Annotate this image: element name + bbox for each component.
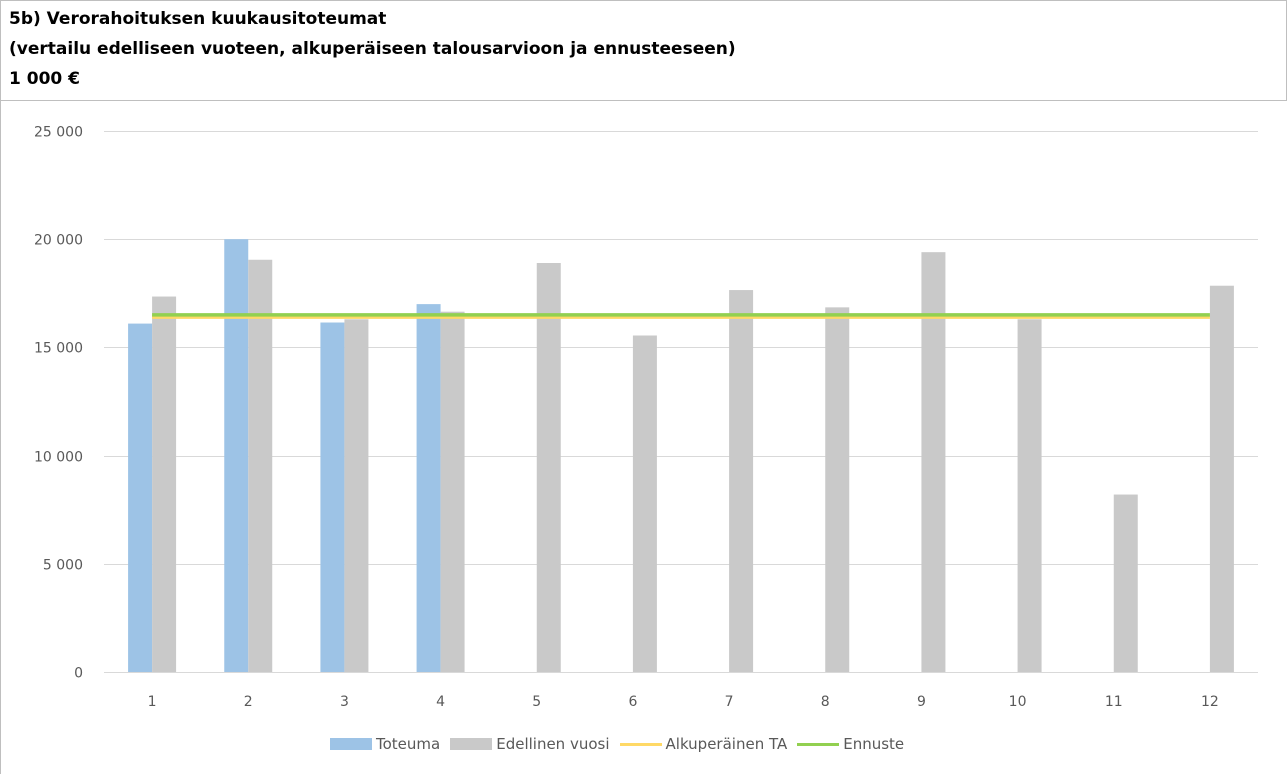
y-tick-label: 25 000	[34, 125, 83, 141]
legend-label-edellinen-vuosi: Edellinen vuosi	[496, 735, 610, 753]
legend-swatch-ennuste	[797, 742, 840, 746]
x-tick-label: 10	[1009, 694, 1027, 710]
x-tick-label: 2	[244, 694, 253, 710]
bar-edellinen-vuosi	[536, 263, 561, 672]
bar-edellinen-vuosi	[825, 307, 850, 672]
y-tick-label: 20 000	[34, 233, 83, 249]
bar-toteuma	[320, 322, 345, 672]
chart-area	[0, 100, 1287, 774]
chart-legend: Toteuma Edellinen vuosi Alkuperäinen TA …	[330, 733, 914, 755]
y-tick-label: 5 000	[43, 558, 83, 574]
x-tick-label: 1	[148, 694, 157, 710]
bar-edellinen-vuosi	[632, 335, 657, 672]
legend-swatch-edellinen-vuosi	[450, 738, 493, 750]
x-tick-label: 3	[340, 694, 349, 710]
bar-toteuma	[416, 304, 441, 672]
bar-toteuma	[128, 323, 153, 672]
y-tick-label: 10 000	[34, 450, 83, 466]
x-tick-label: 11	[1105, 694, 1123, 710]
legend-item-toteuma: Toteuma	[330, 735, 440, 753]
chart-title-line-2: (vertailu edelliseen vuoteen, alkuperäis…	[9, 39, 736, 59]
legend-item-alkuperainen-ta: Alkuperäinen TA	[619, 735, 788, 753]
bar-edellinen-vuosi	[152, 296, 177, 672]
x-tick-label: 5	[532, 694, 541, 710]
bar-edellinen-vuosi	[344, 319, 369, 672]
chart-title-line-1: 5b) Verorahoituksen kuukausitoteumat	[9, 9, 387, 29]
bar-edellinen-vuosi	[1113, 494, 1138, 672]
bar-edellinen-vuosi	[921, 252, 946, 672]
legend-label-alkuperainen-ta: Alkuperäinen TA	[665, 735, 788, 753]
bar-edellinen-vuosi	[1209, 285, 1234, 672]
chart-header: 5b) Verorahoituksen kuukausitoteumat (ve…	[0, 0, 1287, 100]
y-tick-label: 0	[74, 666, 83, 682]
bar-edellinen-vuosi	[729, 290, 754, 672]
x-tick-label: 8	[821, 694, 830, 710]
x-tick-label: 4	[436, 694, 445, 710]
bar-edellinen-vuosi	[248, 259, 273, 672]
bar-toteuma	[224, 239, 249, 672]
legend-label-toteuma: Toteuma	[376, 735, 441, 753]
x-tick-label: 9	[917, 694, 926, 710]
bar-edellinen-vuosi	[440, 311, 465, 672]
y-tick-label: 15 000	[34, 341, 83, 357]
x-tick-label: 6	[628, 694, 637, 710]
bar-edellinen-vuosi	[1017, 319, 1042, 672]
legend-label-ennuste: Ennuste	[843, 735, 905, 753]
chart-unit-label: 1 000 €	[9, 69, 80, 89]
legend-swatch-alkuperainen-ta	[619, 742, 662, 746]
legend-swatch-toteuma	[330, 738, 372, 750]
legend-item-edellinen-vuosi: Edellinen vuosi	[450, 735, 610, 753]
x-tick-label: 7	[725, 694, 734, 710]
legend-item-ennuste: Ennuste	[797, 735, 904, 753]
x-tick-label: 12	[1201, 694, 1219, 710]
